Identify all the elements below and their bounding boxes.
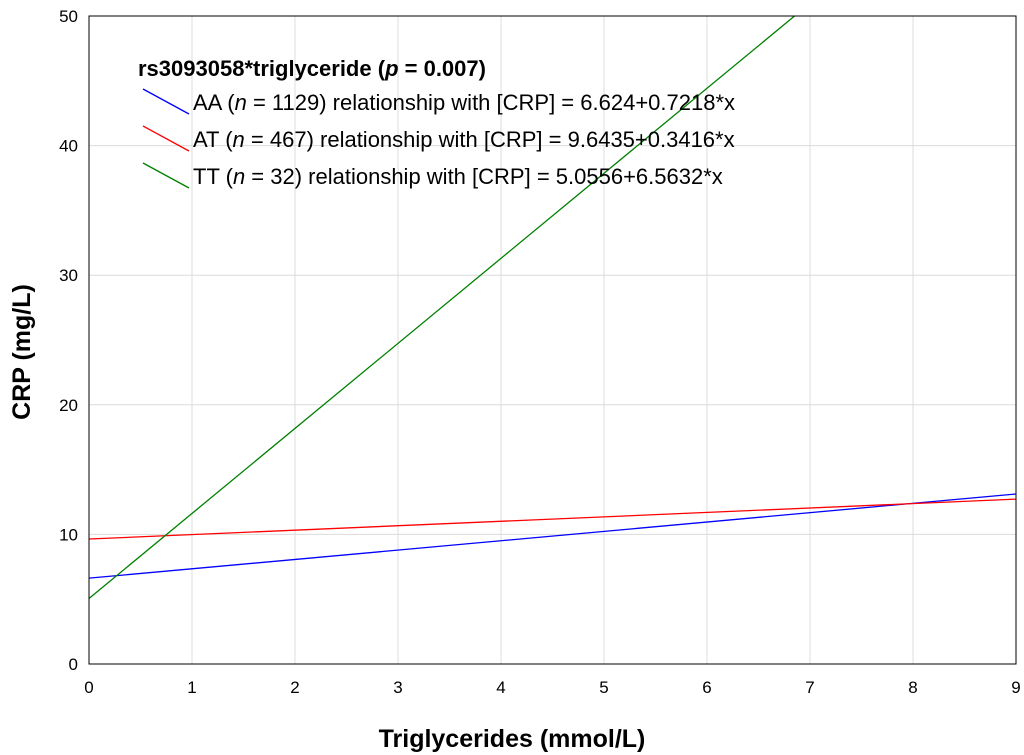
legend-swatch-at [142,125,190,152]
legend-title: rs3093058*triglyceride (p = 0.007) [138,56,486,81]
legend-swatch-tt [142,162,190,189]
y-tick-label: 10 [59,525,78,544]
x-axis-title: Triglycerides (mmol/L) [379,725,646,753]
x-tick-label: 6 [702,678,711,697]
series-lines [89,16,1016,599]
x-tick-label: 8 [908,678,917,697]
x-tick-label: 3 [393,678,402,697]
x-tick-label: 1 [187,678,196,697]
legend-entries: AA (n = 1129) relationship with [CRP] = … [142,88,735,189]
legend-entry-at: AT (n = 467) relationship with [CRP] = 9… [142,125,735,152]
plot-frame [88,15,1017,665]
legend-swatch-aa [142,88,190,115]
x-tick-label: 7 [805,678,814,697]
legend-entry-tt: TT (n = 32) relationship with [CRP] = 5.… [142,162,723,189]
legend: rs3093058*triglyceride (p = 0.007) AA (n… [138,56,735,189]
legend-entry-aa: AA (n = 1129) relationship with [CRP] = … [142,88,735,115]
series-line-aa [89,493,1016,579]
tick-labels: 0 1 2 3 4 5 6 7 8 9 0 10 20 30 40 50 [59,7,1021,697]
x-tick-label: 0 [84,678,93,697]
y-axis-title: CRP (mg/L) [8,284,36,420]
legend-label-tt: TT (n = 32) relationship with [CRP] = 5.… [193,164,723,189]
legend-label-at: AT (n = 467) relationship with [CRP] = 9… [193,127,735,152]
y-tick-label: 30 [59,266,78,285]
x-tick-label: 5 [599,678,608,697]
x-tick-label: 9 [1011,678,1020,697]
x-tick-label: 4 [496,678,505,697]
y-tick-label: 0 [69,655,78,674]
x-tick-label: 2 [290,678,299,697]
series-line-tt [89,16,795,599]
y-tick-label: 40 [59,137,78,156]
y-tick-label: 50 [59,7,78,26]
legend-label-aa: AA (n = 1129) relationship with [CRP] = … [193,90,735,115]
y-tick-label: 20 [59,396,78,415]
series-line-at [89,498,1016,540]
